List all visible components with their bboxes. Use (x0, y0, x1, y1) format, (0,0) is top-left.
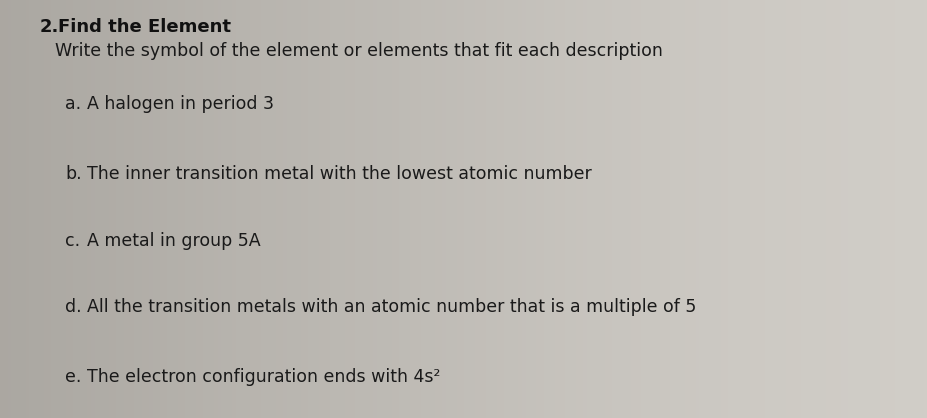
Text: The inner transition metal with the lowest atomic number: The inner transition metal with the lowe… (87, 165, 591, 183)
Text: e.: e. (65, 368, 82, 386)
Text: 2.: 2. (40, 18, 59, 36)
Text: A metal in group 5A: A metal in group 5A (87, 232, 260, 250)
Text: All the transition metals with an atomic number that is a multiple of 5: All the transition metals with an atomic… (87, 298, 695, 316)
Text: b.: b. (65, 165, 82, 183)
Text: a.: a. (65, 95, 81, 113)
Text: c.: c. (65, 232, 80, 250)
Text: d.: d. (65, 298, 82, 316)
Text: Write the symbol of the element or elements that fit each description: Write the symbol of the element or eleme… (55, 42, 662, 60)
Text: Find the Element: Find the Element (57, 18, 231, 36)
Text: A halogen in period 3: A halogen in period 3 (87, 95, 273, 113)
Text: The electron configuration ends with 4s²: The electron configuration ends with 4s² (87, 368, 440, 386)
